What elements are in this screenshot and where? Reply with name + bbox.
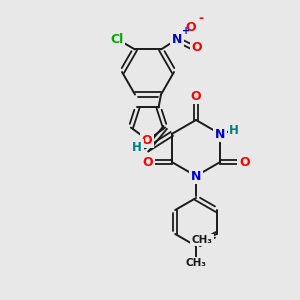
Text: H: H (132, 141, 142, 154)
Text: CH₃: CH₃ (185, 258, 206, 268)
Text: -: - (198, 13, 203, 26)
Text: H: H (229, 124, 239, 136)
Text: O: O (142, 134, 152, 146)
Text: N: N (172, 33, 182, 46)
Text: O: O (192, 41, 202, 54)
Text: N: N (191, 169, 201, 182)
Text: N: N (215, 128, 225, 140)
Text: O: O (239, 155, 250, 169)
Text: O: O (186, 21, 196, 34)
Text: CH₃: CH₃ (191, 235, 212, 245)
Text: O: O (191, 89, 201, 103)
Text: O: O (142, 155, 153, 169)
Text: Cl: Cl (110, 33, 124, 46)
Text: +: + (182, 26, 190, 37)
